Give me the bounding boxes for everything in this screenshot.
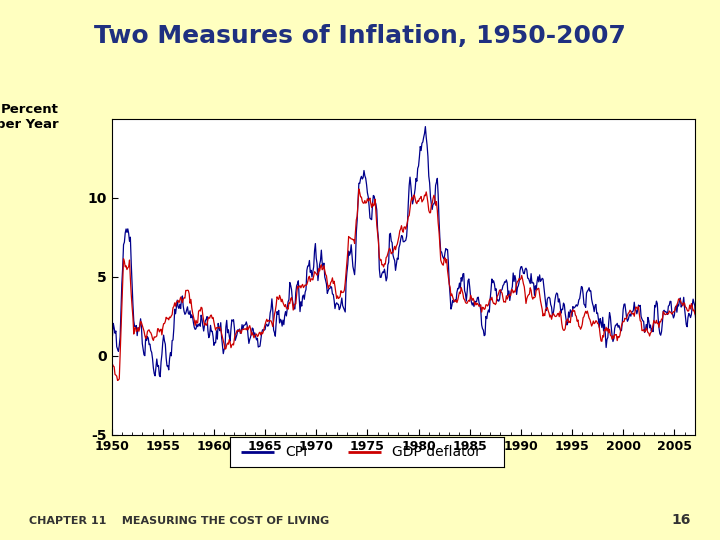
CPI [653, 300, 662, 307]
CPI [421, 123, 430, 130]
Text: CPI: CPI [285, 446, 307, 459]
Y-axis label: Percent
per Year: Percent per Year [0, 103, 59, 131]
CPI [315, 269, 323, 275]
Text: GDP deflator: GDP deflator [392, 446, 481, 459]
CPI [700, 311, 708, 318]
GDP deflator [700, 327, 708, 333]
GDP deflator [542, 306, 551, 312]
CPI [502, 276, 510, 283]
GDP deflator [113, 377, 122, 384]
Text: 16: 16 [672, 512, 691, 526]
GDP deflator [502, 293, 510, 299]
GDP deflator [653, 320, 662, 327]
CPI [107, 337, 116, 343]
Text: CHAPTER 11    MEASURING THE COST OF LIVING: CHAPTER 11 MEASURING THE COST OF LIVING [29, 516, 329, 526]
CPI [658, 319, 667, 326]
GDP deflator [107, 360, 116, 366]
Text: Two Measures of Inflation, 1950-2007: Two Measures of Inflation, 1950-2007 [94, 24, 626, 48]
CPI [542, 307, 551, 314]
GDP deflator [354, 186, 363, 192]
GDP deflator [315, 266, 323, 272]
GDP deflator [658, 316, 667, 322]
CPI [156, 374, 164, 380]
Line: CPI: CPI [112, 126, 704, 377]
Line: GDP deflator: GDP deflator [112, 189, 704, 381]
CPI [255, 343, 264, 350]
GDP deflator [255, 330, 264, 336]
